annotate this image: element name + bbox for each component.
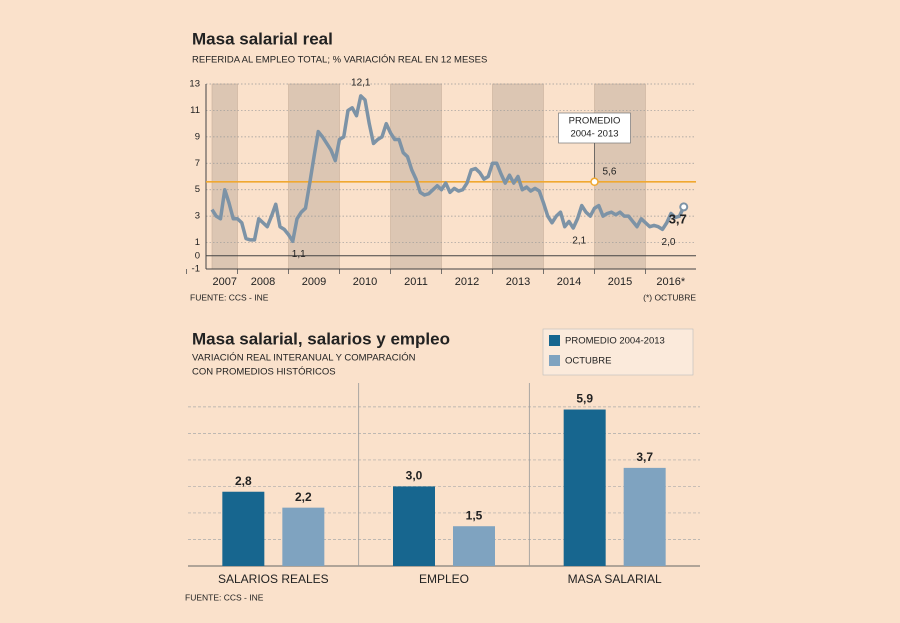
value-label: 2,1 xyxy=(572,236,586,247)
bar xyxy=(453,526,495,566)
x-tick-label: 2013 xyxy=(506,276,530,288)
y-tick-label: 11 xyxy=(190,105,200,116)
x-tick-label: 2010 xyxy=(353,276,377,288)
bar xyxy=(222,491,265,566)
legend-swatch xyxy=(549,355,560,366)
value-label: 2,2 xyxy=(295,490,312,504)
x-tick-label: SALARIOS REALES xyxy=(218,572,329,586)
y-tick-label: 3 xyxy=(195,211,200,222)
reference-label: 5,6 xyxy=(603,166,617,177)
value-label: 1,5 xyxy=(466,508,483,522)
bar xyxy=(393,486,435,566)
y-tick-label: 9 xyxy=(195,131,200,142)
value-label: 2,8 xyxy=(235,474,252,488)
x-tick-label: 2015 xyxy=(608,276,632,288)
chart-subtitle: CON PROMEDIOS HISTÓRICOS xyxy=(192,367,336,378)
legend-label: OCTUBRE xyxy=(565,356,611,367)
bar xyxy=(623,467,666,566)
value-label: 3,0 xyxy=(406,469,423,483)
source: FUENTE: CCS - INE xyxy=(185,592,264,602)
x-tick-label: 2007 xyxy=(213,276,237,288)
y-tick-label: -1 xyxy=(192,264,200,275)
x-tick-label: 2009 xyxy=(302,276,326,288)
chart-subtitle: VARIACIÓN REAL INTERANUAL Y COMPARACIÓN xyxy=(192,353,416,364)
chart-title: Masa salarial, salarios y empleo xyxy=(192,329,450,348)
annotation-text: PROMEDIO xyxy=(569,116,621,127)
y-tick-label: 1 xyxy=(195,237,200,248)
source: FUENTE: CCS - INE xyxy=(190,292,269,302)
year-band xyxy=(288,83,340,270)
value-label: 2,0 xyxy=(662,237,676,248)
last-point xyxy=(679,202,689,212)
x-tick-label: 2011 xyxy=(404,276,428,288)
chart-title: Masa salarial real xyxy=(192,29,333,48)
chart-subtitle: REFERIDA AL EMPLEO TOTAL; % VARIACIÓN RE… xyxy=(192,55,487,66)
value-label: 12,1 xyxy=(351,78,371,89)
y-tick-label: 5 xyxy=(195,184,200,195)
value-label: 3,7 xyxy=(636,450,653,464)
y-tick-label: 7 xyxy=(195,158,200,169)
y-tick-label: 0 xyxy=(195,250,200,261)
value-label: 3,7 xyxy=(669,211,687,226)
legend-swatch xyxy=(549,335,560,346)
x-tick-label: 2008 xyxy=(251,276,275,288)
x-tick-label: 2014 xyxy=(557,276,581,288)
legend-box xyxy=(542,328,694,376)
x-tick-label: MASA SALARIAL xyxy=(568,572,662,586)
legend-label: PROMEDIO 2004-2013 xyxy=(565,336,665,347)
year-band xyxy=(211,83,238,270)
bar xyxy=(282,507,325,566)
x-tick-label: 2012 xyxy=(455,276,479,288)
reference-point xyxy=(590,177,599,187)
x-tick-label: EMPLEO xyxy=(419,572,469,586)
bar xyxy=(563,409,606,566)
data-line xyxy=(210,94,686,243)
y-tick-label: 13 xyxy=(189,79,200,90)
annotation-text: 2004- 2013 xyxy=(570,129,618,140)
note: (*) OCTUBRE xyxy=(643,292,696,302)
value-label: 5,9 xyxy=(576,392,593,406)
value-label: 1,1 xyxy=(292,249,306,260)
x-tick-label: 2016* xyxy=(656,276,685,288)
